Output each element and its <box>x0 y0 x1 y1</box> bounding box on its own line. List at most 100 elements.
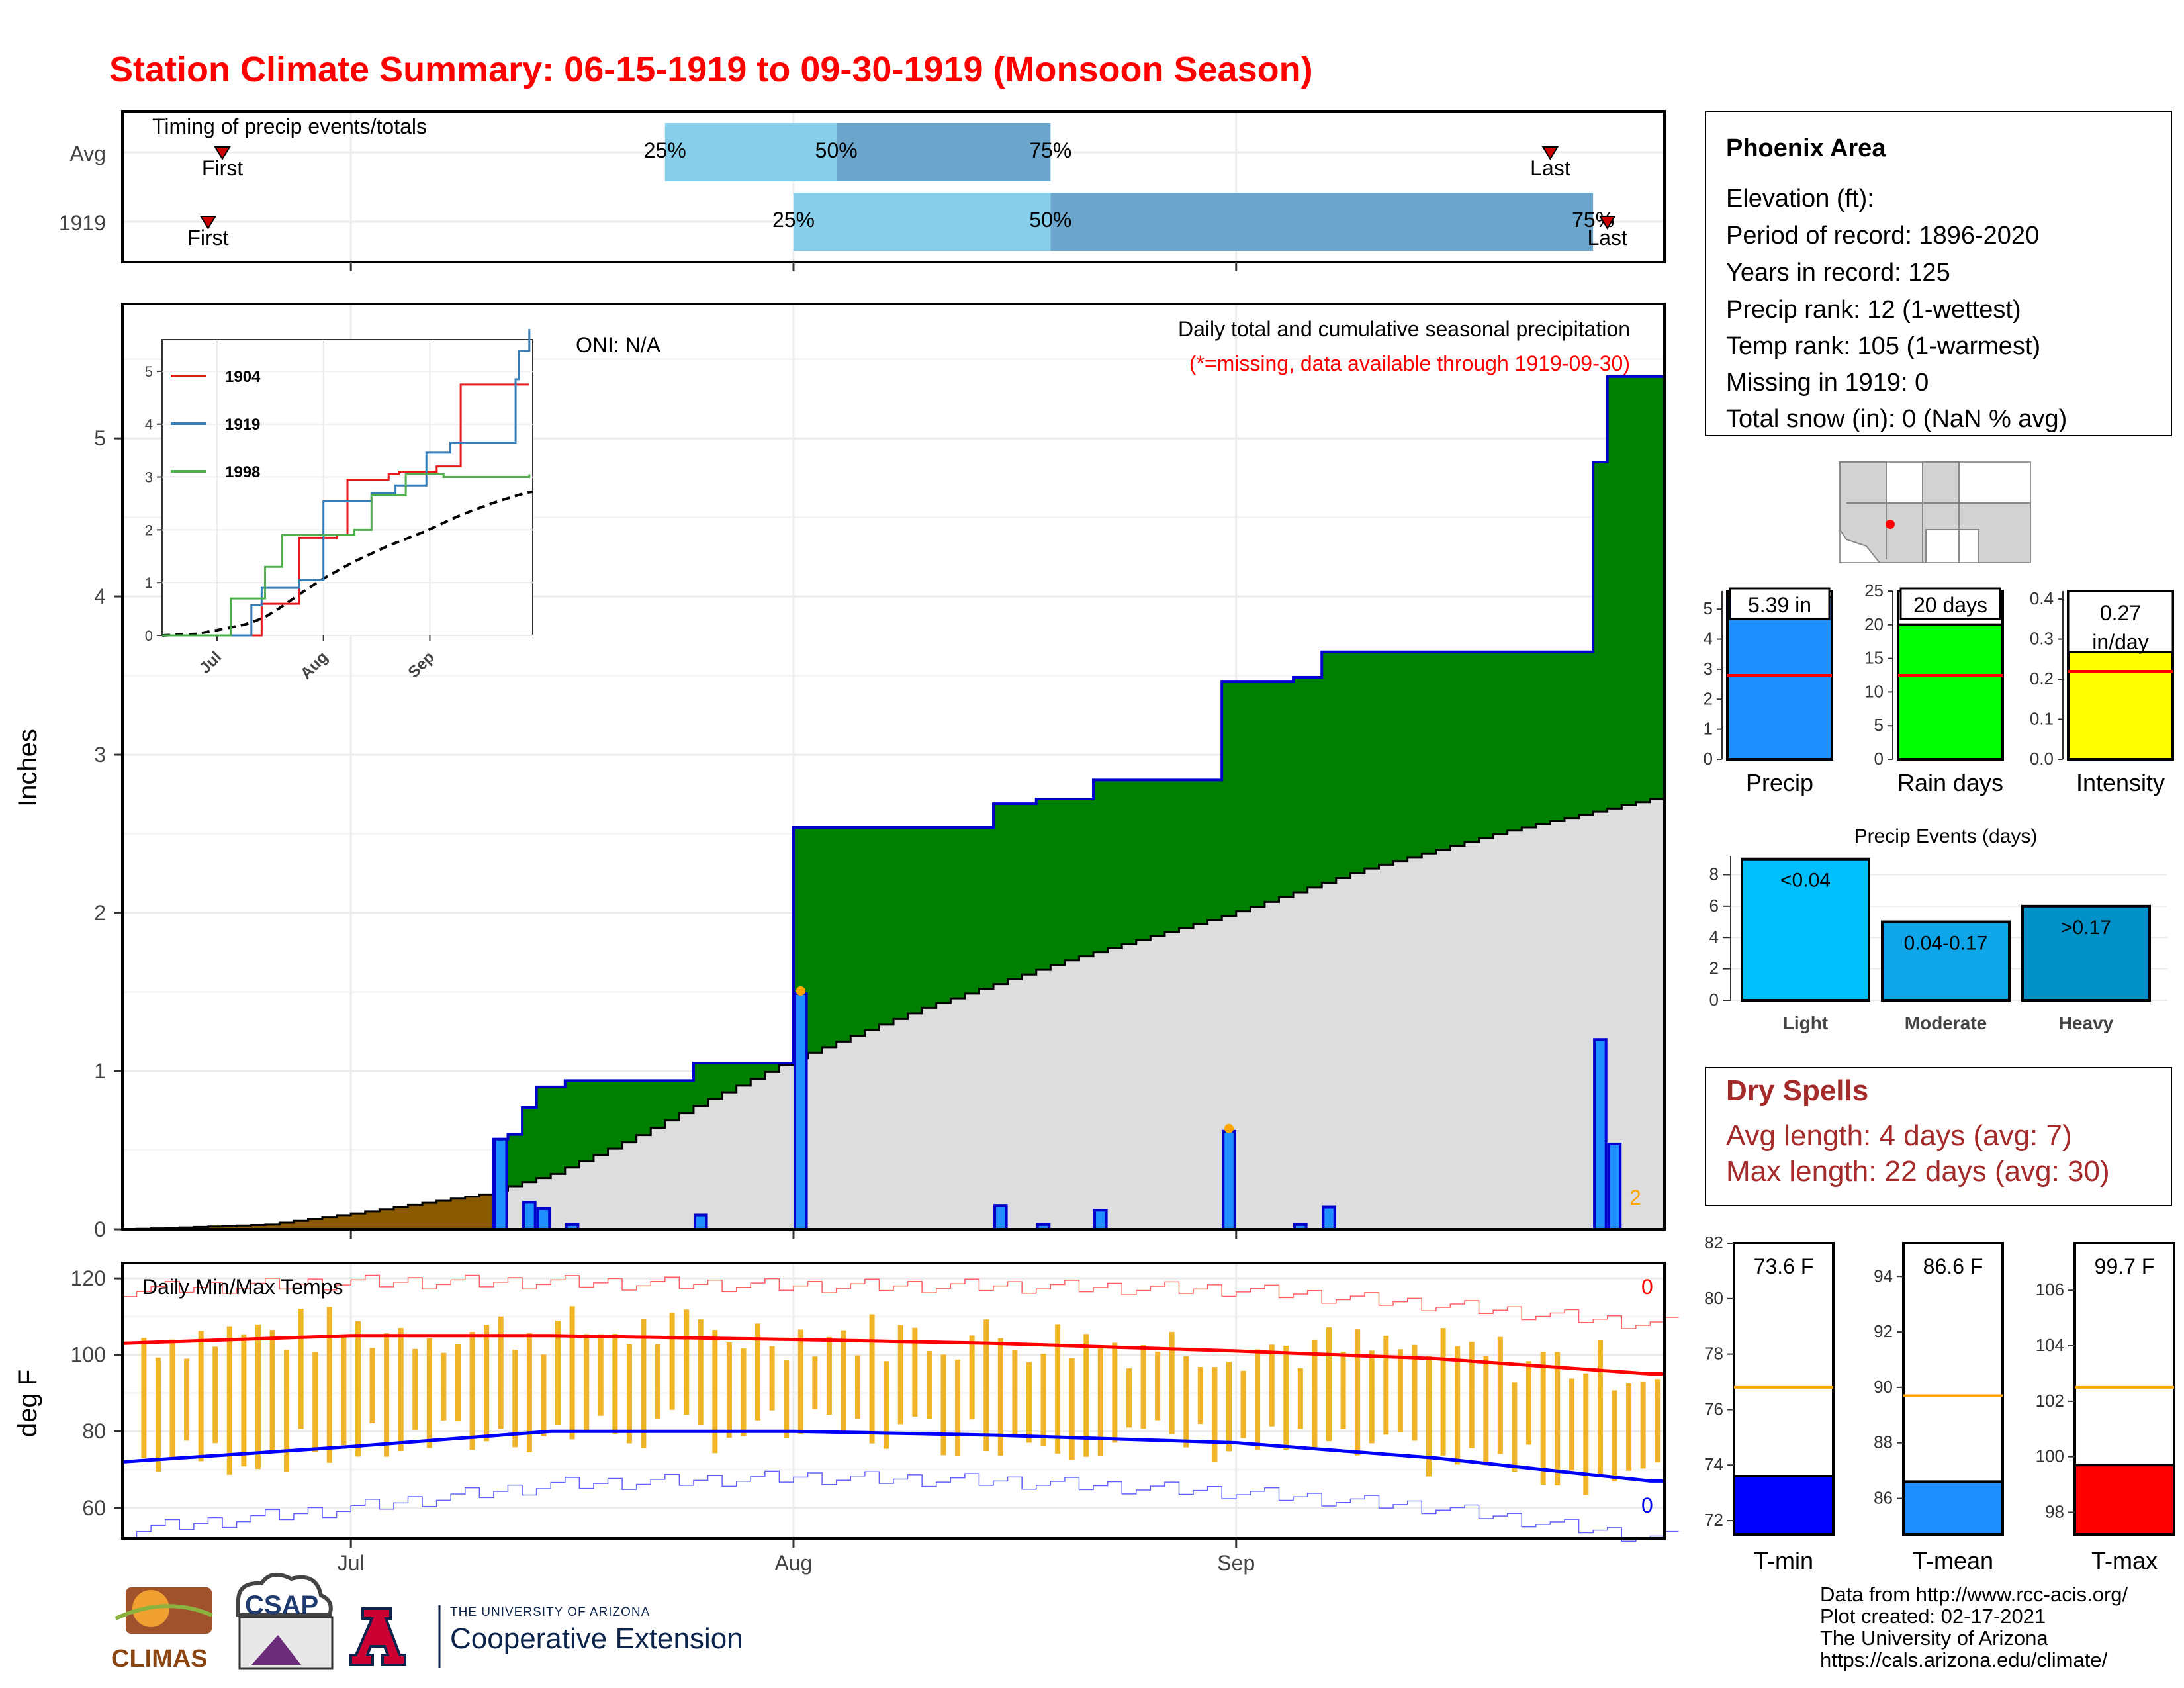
events-bar-Light <box>1741 857 1870 1002</box>
summary-label-value: 5.39 in <box>1748 593 1811 617</box>
deficit-area <box>393 1207 409 1229</box>
timing-first-marker <box>214 146 231 160</box>
timing-iqr-lower <box>664 123 837 181</box>
surplus-area <box>979 827 994 989</box>
inset-series-1904 <box>162 383 529 637</box>
summary-ytick-label: 5 <box>1874 715 1884 735</box>
summary-ytick-label: 15 <box>1864 648 1884 668</box>
summary-label-box <box>1729 587 1831 620</box>
surplus-area <box>1635 376 1651 802</box>
temp-xtick-label: Jul <box>338 1551 365 1575</box>
station-line-5: Missing in 1919: 0 <box>1726 369 1929 397</box>
events-bar-Moderate <box>1881 920 2011 1002</box>
tsum-xlabel: T-mean <box>1913 1547 1993 1574</box>
precip-ytick-label: 2 <box>94 901 106 925</box>
page-title-wrap: Station Climate Summary: 06-15-1919 to 0… <box>109 49 1313 90</box>
inset-legend-label: 1998 <box>225 463 260 481</box>
surplus-area <box>579 1080 594 1162</box>
surplus-area <box>508 1134 523 1186</box>
surplus-area <box>950 827 966 999</box>
summary-ytick-label: 5 <box>1704 598 1713 618</box>
timing-row-year: 1919 <box>59 211 106 235</box>
events-xlabel: Light <box>1783 1013 1828 1033</box>
station-line-0: Elevation (ft): <box>1726 185 1874 212</box>
dry-title: Dry Spells <box>1726 1074 1868 1107</box>
dry-avg: Avg length: 4 days (avg: 7) <box>1726 1119 2072 1152</box>
climas-logo: CLIMAS <box>111 1587 213 1673</box>
temperature-summary: 72 74 76 78 80 82 73.6 F T-min 86 88 90 92 94 86.6 F T… <box>1704 1233 2175 1574</box>
summary-xlabel: Rain days <box>1897 769 2003 796</box>
surplus-area <box>1093 780 1109 953</box>
surplus-area <box>1322 651 1337 883</box>
surplus-area <box>1179 780 1194 929</box>
events-xlabel: Heavy <box>2059 1013 2114 1033</box>
surplus-area <box>551 1086 566 1174</box>
summary-bar-Intensity <box>2067 649 2174 761</box>
events-layer: 0 2 4 6 8 <0.04 Light 0.04-0.17 Moderate >0.17 Hea… <box>1709 856 2167 1033</box>
events-bar-label: 0.04-0.17 <box>1904 933 1988 955</box>
temp-ytick-label: 100 <box>71 1343 106 1367</box>
surplus-area <box>1207 780 1222 920</box>
summary-ytick-label: 1 <box>1704 719 1713 739</box>
daily-precip-bar <box>693 1213 708 1231</box>
footer-line-2: The University of Arizona <box>1820 1626 2048 1650</box>
surplus-area <box>1236 682 1251 912</box>
timing-p75-label: 75% <box>1029 138 1071 162</box>
daily-precip-bar <box>993 1204 1008 1231</box>
summary-label-value: 20 days <box>1913 593 1987 617</box>
precip-ytick-label: 0 <box>94 1217 106 1241</box>
surplus-area <box>622 1080 637 1143</box>
ua-wordmark: THE UNIVERSITY OF ARIZONA <box>450 1605 651 1619</box>
surplus-area <box>1435 651 1451 850</box>
surplus-area <box>1279 682 1294 898</box>
surplus-area <box>1022 804 1037 975</box>
summary-bars: 0 1 2 3 4 5 5.39 in Precip 0 5 10 15 20 25 20 days Rain… <box>1704 581 2178 796</box>
events-ytick-label: 4 <box>1709 927 1719 947</box>
tsum-ytick-label: 72 <box>1704 1510 1723 1530</box>
avg-max-line <box>122 1334 1664 1376</box>
surplus-area <box>1036 798 1051 970</box>
summary-label-value: 0.27 <box>2100 601 2141 625</box>
deficit-area <box>351 1213 366 1229</box>
surplus-area <box>1393 651 1408 861</box>
dry-spells-box: Dry Spells Avg length: 4 days (avg: 7) M… <box>1705 1067 2172 1206</box>
deficit-area <box>293 1221 309 1229</box>
surplus-area <box>850 827 866 1036</box>
surplus-area <box>1050 798 1066 965</box>
summary-ytick-label: 25 <box>1864 581 1884 600</box>
temp-ytick-label: 60 <box>82 1496 106 1520</box>
surplus-area <box>893 827 909 1019</box>
surplus-area <box>1079 798 1094 957</box>
temp-ylabel: deg F <box>13 1370 42 1437</box>
tsum-ytick-label: 76 <box>1704 1399 1723 1419</box>
surplus-area <box>1293 677 1308 892</box>
summary-ytick-label: 2 <box>1704 688 1713 708</box>
summary-bar-Rain days <box>1897 623 2004 761</box>
surplus-area <box>1422 651 1437 854</box>
daily-precip-bar <box>1593 1038 1608 1231</box>
station-line-1: Period of record: 1896-2020 <box>1726 222 2039 250</box>
summary-bar-Precip <box>1726 596 1833 761</box>
precip-ylabel: Inches <box>13 729 42 807</box>
surplus-area <box>522 1107 537 1182</box>
timing-title: Timing of precip events/totals <box>152 115 427 138</box>
surplus-area <box>722 1063 737 1093</box>
daily-precip-bar <box>1607 1142 1622 1231</box>
surplus-area <box>593 1080 609 1155</box>
station-location-marker <box>1886 520 1895 529</box>
tsum-ytick-label: 82 <box>1704 1233 1723 1252</box>
deficit-area <box>379 1209 394 1229</box>
summary-label-unit: in/day <box>2092 630 2148 654</box>
station-line-2: Years in record: 125 <box>1726 259 1950 287</box>
surplus-area <box>822 827 837 1047</box>
recmin-count: 0 <box>1641 1493 1653 1517</box>
tsum-ytick-label: 80 <box>1704 1288 1723 1308</box>
inset-avg-line <box>161 490 533 637</box>
tsum-ytick-label: 102 <box>2036 1391 2064 1411</box>
tsum-ytick-label: 94 <box>1874 1266 1893 1286</box>
deficit-area <box>465 1196 480 1229</box>
tsum-ytick-label: 90 <box>1874 1377 1893 1397</box>
